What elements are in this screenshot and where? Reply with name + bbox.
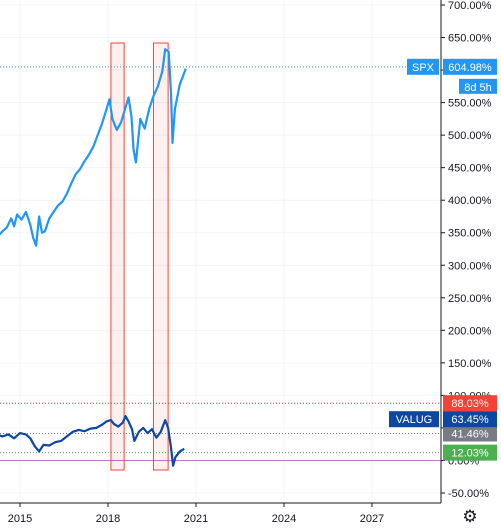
y-tick-label: 550.00% [448, 98, 492, 110]
y-tick-label: 450.00% [448, 163, 492, 175]
price-badge-label: 41.46% [451, 428, 489, 440]
price-badge-label: 12.03% [451, 448, 489, 460]
y-tick-label: 650.00% [448, 33, 492, 45]
spx-value-label: 604.98% [448, 62, 492, 74]
series-line-spx[interactable] [0, 48, 187, 247]
x-tick-label: 2015 [8, 513, 32, 525]
spx-name-label: SPX [412, 62, 435, 74]
valug-name-label: VALUG [396, 414, 432, 426]
price-badge-label: 88.03% [451, 398, 489, 410]
spx-value-badge [443, 58, 497, 75]
series-line-valug[interactable] [0, 415, 185, 467]
y-tick-label: 350.00% [448, 228, 492, 240]
x-tick-label: 2018 [96, 513, 120, 525]
y-tick-label: 700.00% [448, 0, 492, 12]
spx-countdown-badge [459, 78, 497, 94]
price-badge [443, 425, 497, 442]
gear-icon[interactable]: ⚙ [462, 507, 478, 527]
price-badge [443, 395, 497, 412]
y-tick-label: 300.00% [448, 260, 492, 272]
x-tick-label: 2024 [272, 513, 296, 525]
valug-name-badge [389, 411, 439, 428]
x-tick-label: 2027 [360, 513, 384, 525]
y-tick-label: 150.00% [448, 358, 492, 370]
y-tick-label: 400.00% [448, 195, 492, 207]
y-tick-label: 250.00% [448, 293, 492, 305]
y-tick-label: 500.00% [448, 130, 492, 142]
highlight-range[interactable] [152, 42, 169, 471]
y-tick-label: -50.00% [448, 488, 489, 500]
x-tick-label: 2021 [184, 513, 208, 525]
valug-value-label: 63.45% [451, 414, 489, 426]
spx-countdown-label: 8d 5h [464, 82, 492, 94]
price-badge [443, 444, 497, 461]
spx-name-badge [407, 58, 439, 75]
valug-value-badge [443, 411, 497, 428]
y-tick-label: 200.00% [448, 325, 492, 337]
highlight-range[interactable] [110, 42, 125, 471]
